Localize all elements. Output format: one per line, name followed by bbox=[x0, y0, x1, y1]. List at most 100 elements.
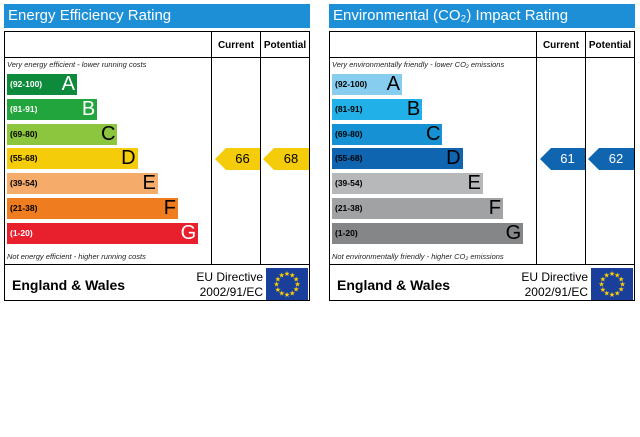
band-letter: B bbox=[406, 97, 421, 120]
eu-star-icon: ★ bbox=[618, 275, 624, 283]
band-letter: E bbox=[142, 172, 156, 195]
eu-flag-field bbox=[591, 268, 633, 300]
potential-rating-value: 68 bbox=[283, 150, 299, 166]
eu-star-icon: ★ bbox=[604, 290, 610, 298]
current-arrow-shape bbox=[215, 147, 260, 170]
header-divider bbox=[330, 57, 634, 58]
note-bottom: Not energy efficient - higher running co… bbox=[7, 252, 146, 261]
band-f: (21-38) F bbox=[7, 197, 178, 219]
eu-star-icon: ★ bbox=[618, 286, 624, 294]
band-letter: F bbox=[488, 197, 501, 219]
potential-column-header: Potential bbox=[263, 40, 307, 51]
current-arrow-polygon bbox=[540, 147, 585, 170]
eu-star-icon: ★ bbox=[294, 281, 300, 289]
band-f: (21-38) F bbox=[332, 197, 503, 219]
eu-star-icon: ★ bbox=[619, 281, 625, 289]
note-bottom: Not environmentally friendly - higher CO… bbox=[332, 252, 504, 261]
current-column-divider bbox=[536, 32, 537, 264]
eu-star-icon: ★ bbox=[293, 286, 299, 294]
band-range-label: (21-38) bbox=[335, 203, 363, 213]
energy-efficiency-panel: Energy Efficiency Rating Current Potential… bbox=[4, 4, 310, 302]
potential-arrow-polygon bbox=[588, 147, 634, 170]
band-range-label: (39-54) bbox=[335, 178, 363, 189]
rating-box: Current Potential Very environmentally fri… bbox=[329, 31, 635, 301]
header-divider bbox=[5, 57, 309, 58]
band-c: (69-80) C bbox=[7, 122, 118, 145]
band-range-label: (69-80) bbox=[335, 128, 363, 139]
potential-column-header: Potential bbox=[588, 40, 632, 51]
band-range-label: (39-54) bbox=[10, 178, 38, 189]
band-c: (69-80) C bbox=[332, 122, 443, 145]
current-rating-value: 66 bbox=[235, 150, 250, 166]
band-range-label: (92-100) bbox=[10, 79, 43, 89]
band-range-label: (69-80) bbox=[10, 128, 38, 139]
potential-rating-value: 62 bbox=[608, 150, 624, 166]
eu-directive-line-2: 2002/91/EC bbox=[199, 285, 263, 299]
eu-star-icon: ★ bbox=[614, 290, 620, 298]
potential-arrow-polygon bbox=[263, 147, 309, 170]
band-g: (1-20) G bbox=[7, 221, 199, 244]
band-a: (92-100) A bbox=[7, 73, 77, 95]
band-d: (55-68) D bbox=[7, 147, 138, 170]
region-label: England & Wales bbox=[12, 277, 126, 293]
potential-column-divider bbox=[260, 32, 261, 264]
band-a: (92-100) A bbox=[332, 73, 402, 95]
band-letter: G bbox=[180, 221, 197, 244]
potential-column-divider bbox=[585, 32, 586, 264]
eu-directive-line-1: EU Directive bbox=[521, 270, 588, 284]
band-range-label: (55-68) bbox=[335, 153, 363, 164]
potential-rating-arrow: 68 bbox=[263, 147, 309, 170]
panel-title: Energy Efficiency Rating bbox=[4, 4, 310, 28]
eu-star-icon: ★ bbox=[284, 291, 290, 299]
current-rating-arrow: 61 bbox=[540, 147, 585, 170]
eu-flag-icon: ★ ★ ★ ★ ★ ★ ★ ★ ★ ★ ★ ★ bbox=[591, 268, 633, 300]
eu-directive-line-1: EU Directive bbox=[196, 270, 263, 284]
band-letter: D bbox=[121, 147, 136, 170]
band-letter: B bbox=[81, 97, 96, 120]
band-range-label: (55-68) bbox=[10, 153, 38, 164]
current-arrow-shape bbox=[540, 147, 585, 170]
band-range-label: (81-91) bbox=[10, 103, 38, 114]
band-range-label: (1-20) bbox=[10, 227, 33, 238]
region-label: England & Wales bbox=[337, 277, 451, 293]
footer-divider bbox=[5, 264, 309, 265]
eu-star-icon: ★ bbox=[279, 290, 285, 298]
eu-star-icon: ★ bbox=[289, 290, 295, 298]
eu-flag-icon: ★ ★ ★ ★ ★ ★ ★ ★ ★ ★ ★ ★ bbox=[266, 268, 308, 300]
eu-star-icon: ★ bbox=[609, 291, 615, 299]
current-rating-arrow: 66 bbox=[215, 147, 260, 170]
band-range-label: (1-20) bbox=[335, 227, 358, 238]
band-letter: F bbox=[163, 197, 176, 219]
current-column-header: Current bbox=[217, 40, 255, 51]
eu-flag-svg: ★ ★★★★★★★★★★★ bbox=[591, 268, 633, 300]
potential-rating-arrow: 62 bbox=[588, 147, 634, 170]
band-b: (81-91) B bbox=[332, 97, 423, 120]
current-column-divider bbox=[211, 32, 212, 264]
note-top: Very environmentally friendly - lower CO… bbox=[332, 60, 505, 69]
eu-star-icon: ★ bbox=[284, 270, 290, 278]
band-letter: A bbox=[61, 73, 75, 95]
eu-star-icon: ★ bbox=[600, 286, 606, 294]
note-top: Very energy efficient - lower running co… bbox=[7, 60, 147, 69]
environmental-impact-panel: Environmental (CO₂) Impact Rating Current… bbox=[329, 4, 635, 302]
eu-flag-svg: ★ ★★★★★★★★★★★ bbox=[266, 268, 308, 300]
band-letter: C bbox=[100, 122, 116, 145]
eu-star-icon: ★ bbox=[293, 275, 299, 283]
band-range-label: (92-100) bbox=[335, 79, 368, 89]
potential-arrow-shape bbox=[263, 147, 309, 170]
eu-star-icon: ★ bbox=[604, 271, 610, 279]
current-column-header: Current bbox=[542, 40, 580, 51]
current-rating-value: 61 bbox=[560, 150, 575, 166]
rating-box: Current Potential Very energy efficient - … bbox=[4, 31, 310, 301]
eu-directive-label: EU Directive 2002/91/EC bbox=[521, 270, 588, 300]
eu-star-icon: ★ bbox=[289, 271, 295, 279]
band-range-label: (81-91) bbox=[335, 103, 363, 114]
band-letter: D bbox=[446, 147, 461, 170]
band-letter: C bbox=[425, 122, 441, 145]
eu-directive-line-2: 2002/91/EC bbox=[524, 285, 588, 299]
band-b: (81-91) B bbox=[7, 97, 98, 120]
band-g: (1-20) G bbox=[332, 222, 524, 244]
footer-divider bbox=[330, 264, 634, 265]
band-letter: A bbox=[386, 73, 400, 95]
eu-star-icon: ★ bbox=[273, 281, 279, 289]
